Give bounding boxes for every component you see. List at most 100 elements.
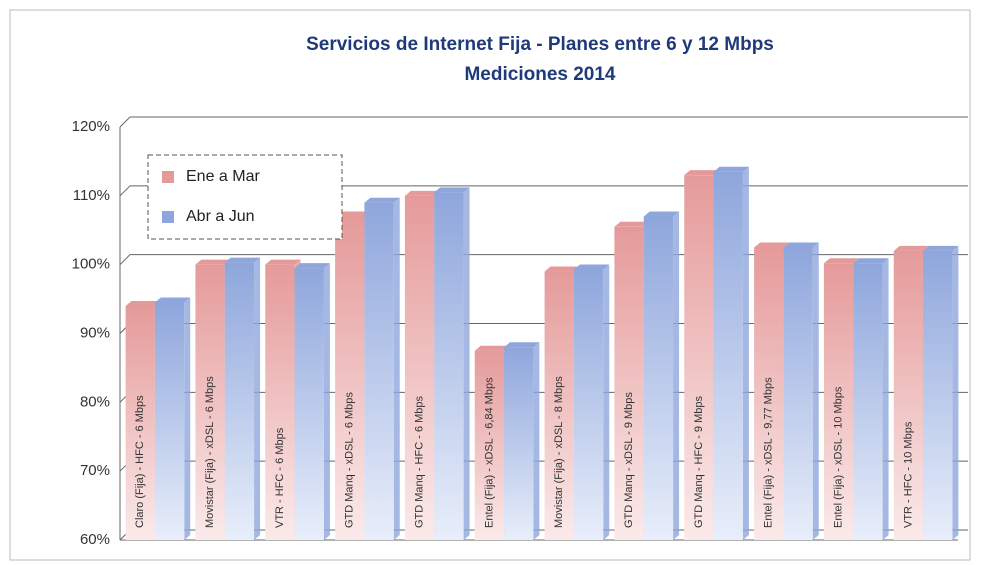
bar-side [882,258,889,540]
bar-face [364,202,394,540]
bar-side [254,257,261,540]
bar-top [364,197,400,203]
bar-face [923,250,953,540]
bar-side [184,297,191,540]
bar [923,245,959,540]
bar-top [504,342,540,348]
bar-top [893,245,930,251]
bar [224,257,261,540]
y-tick-label: 80% [80,393,110,410]
bar-face [643,216,674,540]
bar-face [335,216,365,540]
bar-side [603,264,610,540]
bar-top [544,266,580,272]
bar [573,264,610,540]
bar-side [952,245,959,540]
x-tick-label: Movistar (Fija) - xDSL - 6 Mbps [204,376,216,528]
legend-label: Ene a Mar [186,168,260,185]
bar-top [265,259,301,265]
bar-top [643,211,680,217]
bar-side [463,187,470,540]
bar-side [533,342,540,540]
bar-face [783,247,813,541]
bar [154,297,191,540]
x-tick-label: Entel (Fija) - xDSL - 9,77 Mbps [763,377,775,528]
bar-face [614,226,644,540]
x-tick-label: Movistar (Fija) - xDSL - 8 Mbps [553,376,565,528]
grid-line [119,116,968,128]
bar-top [713,166,749,172]
bar-side [323,263,330,540]
bar-face [265,264,295,540]
bar [783,242,819,541]
bar-top [754,242,790,248]
bar-side [673,211,680,540]
bar-side [812,242,819,541]
bar-face [573,269,604,540]
bar-face [684,175,714,540]
x-tick-label: GTD Manq - HFC - 9 Mbps [693,395,705,528]
chart-title: Servicios de Internet Fija - Planes entr… [306,34,774,55]
bar [364,197,400,540]
bar-face [474,350,505,540]
bar [643,211,680,540]
bar-top [335,211,371,217]
y-tick-label: 90% [80,324,110,341]
bar-top [783,242,819,248]
x-tick-label: Entel (Fija) - xDSL - 6,84 Mbps [483,377,495,528]
bar-face [823,263,854,540]
y-tick-label: 100% [72,256,110,273]
legend-swatch [162,171,174,183]
x-tick-label: VTR - HFC - 10 Mbps [902,421,914,528]
bar-face [195,264,225,540]
bar-top [684,170,720,176]
bar-face [404,195,435,541]
x-tick-label: Claro (Fija) - HFC - 6 Mbps [134,395,146,528]
bar-side [742,166,749,540]
y-tick-label: 110% [73,187,110,204]
bar-face [853,263,883,540]
y-tick-label: 120% [72,118,110,135]
legend-swatch [162,211,174,223]
bar-top [294,263,330,269]
bar-face [504,347,534,540]
chart-subtitle: Mediciones 2014 [464,64,615,85]
bar-top [404,190,441,196]
bar-face [434,192,464,540]
x-tick-label: Entel (Fija) - xDSL - 10 Mbps [832,386,844,528]
bar-top [614,221,650,227]
bar-face [544,271,574,540]
bar-face [154,302,185,540]
y-tick-label: 70% [80,462,110,479]
x-tick-label: GTD Manq - xDSL - 9 Mbps [623,392,635,528]
bar-top [195,259,231,265]
bar-top [434,187,470,193]
x-tick-label: GTD Manq - xDSL - 6 Mbps [344,392,356,528]
bar-side [393,197,400,540]
bar-top [853,258,889,264]
bar-top [923,245,959,251]
bar-face [754,247,784,541]
bar-top [154,297,191,303]
bar [294,263,330,540]
bar [504,342,540,540]
x-tick-label: VTR - HFC - 6 Mbps [274,427,286,528]
bar-face [125,305,155,540]
bar-top [474,345,511,351]
legend-box [147,154,343,240]
bar-face [224,262,255,540]
bar-face [713,171,743,540]
y-tick-label: 60% [80,531,110,548]
bar [434,187,470,540]
bar-face [294,268,324,540]
x-tick-label: GTD Manq - HFC - 6 Mbps [413,395,425,528]
bar-top [125,300,161,306]
chart-frame [9,9,971,561]
bar [853,258,889,540]
bar-top [573,264,610,270]
bar-top [823,258,860,264]
bar-face [893,250,924,540]
bar [713,166,749,540]
legend-label: Abr a Jun [186,208,254,225]
